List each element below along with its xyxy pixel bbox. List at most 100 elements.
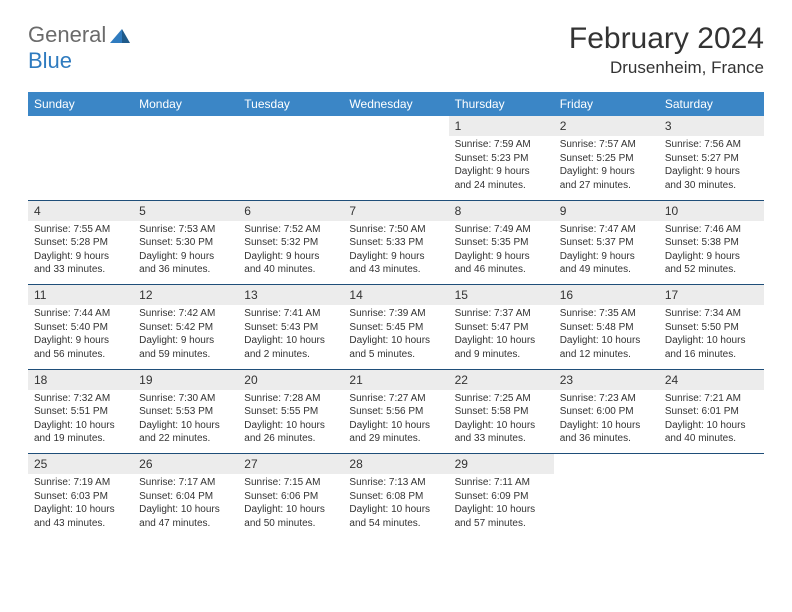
sunset-text: Sunset: 5:33 PM [349, 236, 442, 250]
daylight-text: Daylight: 9 hours [665, 250, 758, 264]
sunset-text: Sunset: 5:27 PM [665, 152, 758, 166]
daylight-text: Daylight: 10 hours [244, 503, 337, 517]
sunrise-text: Sunrise: 7:47 AM [560, 223, 653, 237]
date-cell: 1 [449, 116, 554, 136]
info-row: Sunrise: 7:59 AMSunset: 5:23 PMDaylight:… [28, 136, 764, 200]
date-cell [28, 116, 133, 136]
month-title: February 2024 [569, 22, 764, 56]
daylight-text: Daylight: 10 hours [665, 334, 758, 348]
sunset-text: Sunset: 6:03 PM [34, 490, 127, 504]
daylight-text: and 33 minutes. [455, 432, 548, 446]
daylight-text: and 46 minutes. [455, 263, 548, 277]
daylight-text: and 40 minutes. [244, 263, 337, 277]
daylight-text: and 40 minutes. [665, 432, 758, 446]
sunset-text: Sunset: 6:06 PM [244, 490, 337, 504]
sun-info-cell: Sunrise: 7:21 AMSunset: 6:01 PMDaylight:… [659, 390, 764, 454]
daylight-text: Daylight: 10 hours [244, 419, 337, 433]
sunset-text: Sunset: 5:38 PM [665, 236, 758, 250]
sunset-text: Sunset: 5:25 PM [560, 152, 653, 166]
sunset-text: Sunset: 5:28 PM [34, 236, 127, 250]
date-cell: 12 [133, 285, 238, 306]
sunrise-text: Sunrise: 7:21 AM [665, 392, 758, 406]
sunrise-text: Sunrise: 7:35 AM [560, 307, 653, 321]
daylight-text: Daylight: 9 hours [349, 250, 442, 264]
sun-info-cell: Sunrise: 7:13 AMSunset: 6:08 PMDaylight:… [343, 474, 448, 538]
daylight-text: Daylight: 10 hours [34, 503, 127, 517]
sun-info-cell: Sunrise: 7:56 AMSunset: 5:27 PMDaylight:… [659, 136, 764, 200]
date-cell: 15 [449, 285, 554, 306]
date-cell: 28 [343, 454, 448, 475]
daylight-text: and 43 minutes. [34, 517, 127, 531]
day-header: Friday [554, 92, 659, 116]
date-cell: 4 [28, 200, 133, 221]
calendar-page: General February 2024 Drusenheim, France… [0, 0, 792, 560]
sunrise-text: Sunrise: 7:42 AM [139, 307, 232, 321]
daylight-text: and 59 minutes. [139, 348, 232, 362]
sunrise-text: Sunrise: 7:23 AM [560, 392, 653, 406]
sun-info-cell: Sunrise: 7:50 AMSunset: 5:33 PMDaylight:… [343, 221, 448, 285]
info-row: Sunrise: 7:32 AMSunset: 5:51 PMDaylight:… [28, 390, 764, 454]
date-cell: 18 [28, 369, 133, 390]
daylight-text: Daylight: 9 hours [139, 250, 232, 264]
sunset-text: Sunset: 5:48 PM [560, 321, 653, 335]
logo: General [28, 22, 132, 48]
date-row: 45678910 [28, 200, 764, 221]
daylight-text: Daylight: 9 hours [665, 165, 758, 179]
sunrise-text: Sunrise: 7:55 AM [34, 223, 127, 237]
sunset-text: Sunset: 5:53 PM [139, 405, 232, 419]
date-cell: 16 [554, 285, 659, 306]
daylight-text: Daylight: 10 hours [349, 419, 442, 433]
daylight-text: and 9 minutes. [455, 348, 548, 362]
sun-info-cell: Sunrise: 7:52 AMSunset: 5:32 PMDaylight:… [238, 221, 343, 285]
sunrise-text: Sunrise: 7:53 AM [139, 223, 232, 237]
date-cell: 5 [133, 200, 238, 221]
sun-info-cell: Sunrise: 7:28 AMSunset: 5:55 PMDaylight:… [238, 390, 343, 454]
date-row: 123 [28, 116, 764, 136]
sun-info-cell: Sunrise: 7:23 AMSunset: 6:00 PMDaylight:… [554, 390, 659, 454]
daylight-text: and 16 minutes. [665, 348, 758, 362]
daylight-text: and 50 minutes. [244, 517, 337, 531]
date-cell: 24 [659, 369, 764, 390]
sunrise-text: Sunrise: 7:17 AM [139, 476, 232, 490]
day-header: Monday [133, 92, 238, 116]
day-header-row: Sunday Monday Tuesday Wednesday Thursday… [28, 92, 764, 116]
sun-info-cell: Sunrise: 7:15 AMSunset: 6:06 PMDaylight:… [238, 474, 343, 538]
daylight-text: and 26 minutes. [244, 432, 337, 446]
sunrise-text: Sunrise: 7:39 AM [349, 307, 442, 321]
day-header: Thursday [449, 92, 554, 116]
daylight-text: Daylight: 10 hours [34, 419, 127, 433]
sunrise-text: Sunrise: 7:32 AM [34, 392, 127, 406]
sunrise-text: Sunrise: 7:46 AM [665, 223, 758, 237]
date-cell: 8 [449, 200, 554, 221]
sunset-text: Sunset: 5:51 PM [34, 405, 127, 419]
date-row: 18192021222324 [28, 369, 764, 390]
sunset-text: Sunset: 5:35 PM [455, 236, 548, 250]
daylight-text: and 56 minutes. [34, 348, 127, 362]
info-row: Sunrise: 7:55 AMSunset: 5:28 PM Daylight:… [28, 221, 764, 285]
day-header: Sunday [28, 92, 133, 116]
date-cell: 13 [238, 285, 343, 306]
sunrise-text: Sunrise: 7:15 AM [244, 476, 337, 490]
date-cell: 11 [28, 285, 133, 306]
sunset-text: Sunset: 5:40 PM [34, 321, 127, 335]
daylight-text: Daylight: 9 hours [244, 250, 337, 264]
sunset-text: Sunset: 6:01 PM [665, 405, 758, 419]
daylight-text: and 19 minutes. [34, 432, 127, 446]
date-cell: 3 [659, 116, 764, 136]
daylight-text: and 49 minutes. [560, 263, 653, 277]
title-block: February 2024 Drusenheim, France [569, 22, 764, 78]
sunset-text: Sunset: 5:56 PM [349, 405, 442, 419]
date-cell: 14 [343, 285, 448, 306]
sunrise-text: Sunrise: 7:59 AM [455, 138, 548, 152]
date-cell: 29 [449, 454, 554, 475]
daylight-text: and 52 minutes. [665, 263, 758, 277]
calendar-table: Sunday Monday Tuesday Wednesday Thursday… [28, 92, 764, 538]
date-cell: 2 [554, 116, 659, 136]
sunrise-text: Sunrise: 7:56 AM [665, 138, 758, 152]
day-header: Saturday [659, 92, 764, 116]
sunrise-text: Sunrise: 7:37 AM [455, 307, 548, 321]
sun-info-cell: Sunrise: 7:55 AMSunset: 5:28 PMDaylight:… [28, 221, 133, 285]
sun-info-cell: Sunrise: 7:39 AMSunset: 5:45 PMDaylight:… [343, 305, 448, 369]
sunrise-text: Sunrise: 7:19 AM [34, 476, 127, 490]
location-label: Drusenheim, France [569, 58, 764, 78]
